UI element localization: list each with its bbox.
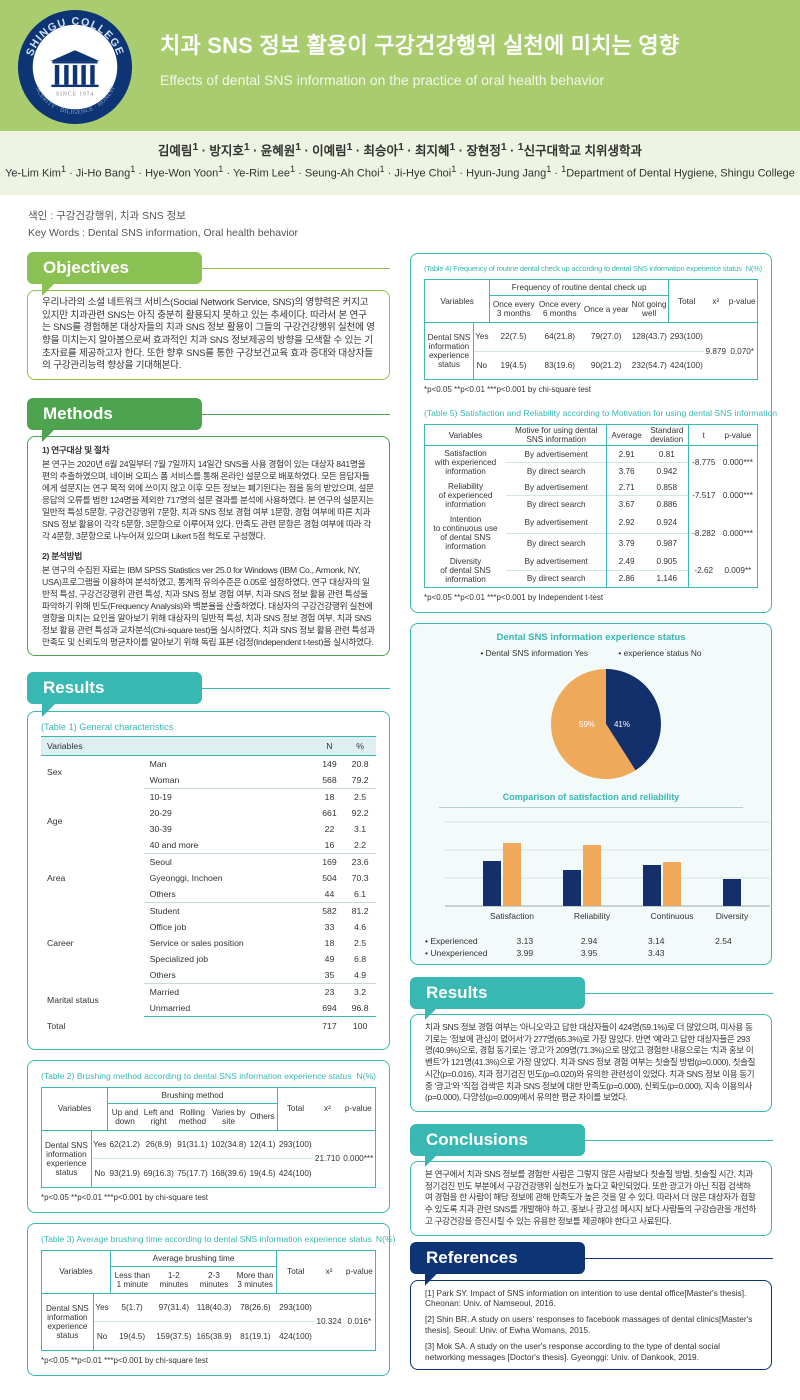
svg-text:41%: 41% — [614, 720, 630, 729]
svg-text:Diversity: Diversity — [716, 911, 749, 921]
svg-text:Satisfaction: Satisfaction — [490, 911, 534, 921]
svg-text:SINCE 1974: SINCE 1974 — [56, 92, 94, 98]
svg-text:59%: 59% — [579, 720, 595, 729]
svg-text:Continuous: Continuous — [650, 911, 693, 921]
svg-text:Reliability: Reliability — [574, 911, 611, 921]
